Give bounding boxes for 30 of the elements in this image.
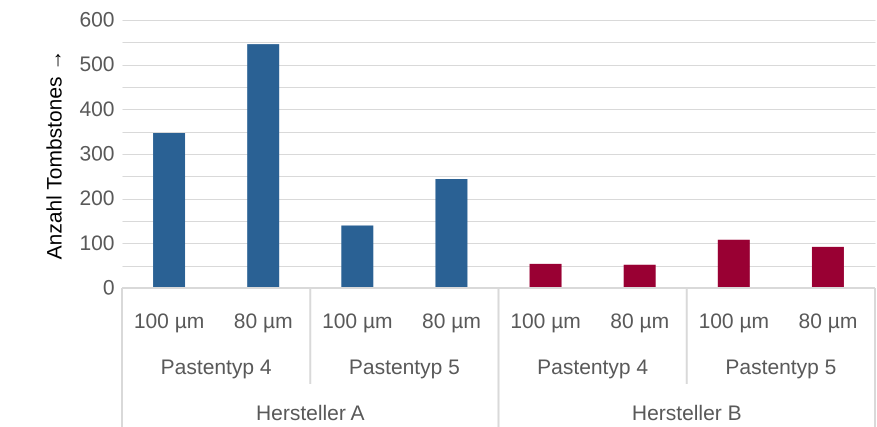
x-tick-label: 100 µm — [698, 310, 770, 333]
x-tick-label: 80 µm — [798, 310, 858, 333]
y-tick-label: 100 — [79, 232, 114, 255]
y-axis-title: Anzahl Tombstones → — [43, 50, 66, 260]
y-tick-label: 0 — [102, 276, 114, 300]
text: Pastentyp 5 — [725, 356, 836, 379]
x-tick-label: 80 µm — [422, 310, 481, 333]
y-tick-label: 200 — [79, 187, 114, 210]
x-tick-label: 80 µm — [234, 310, 293, 333]
x-tick-label: 100 µm — [134, 310, 204, 333]
bar — [812, 246, 844, 288]
text: Pastentyp 4 — [537, 356, 648, 379]
bar — [718, 240, 750, 288]
bar — [624, 264, 656, 288]
y-tick-label: 500 — [79, 53, 114, 76]
y-tick-label: 400 — [79, 98, 114, 121]
x-tick-label: 100 µm — [510, 310, 581, 333]
bar — [530, 264, 562, 288]
bar — [247, 44, 280, 288]
x-tick-label: 100 µm — [322, 310, 393, 333]
bar — [435, 179, 468, 288]
x-tick-label: 80 µm — [610, 310, 670, 333]
text: Pastentyp 5 — [348, 356, 460, 379]
text: Hersteller A — [256, 402, 365, 425]
y-tick-label: 300 — [79, 142, 114, 166]
bar — [341, 225, 374, 288]
y-tick-label: 600 — [79, 8, 114, 32]
bar — [153, 133, 186, 288]
text: Hersteller B — [632, 402, 742, 425]
text: Pastentyp 4 — [160, 356, 272, 379]
